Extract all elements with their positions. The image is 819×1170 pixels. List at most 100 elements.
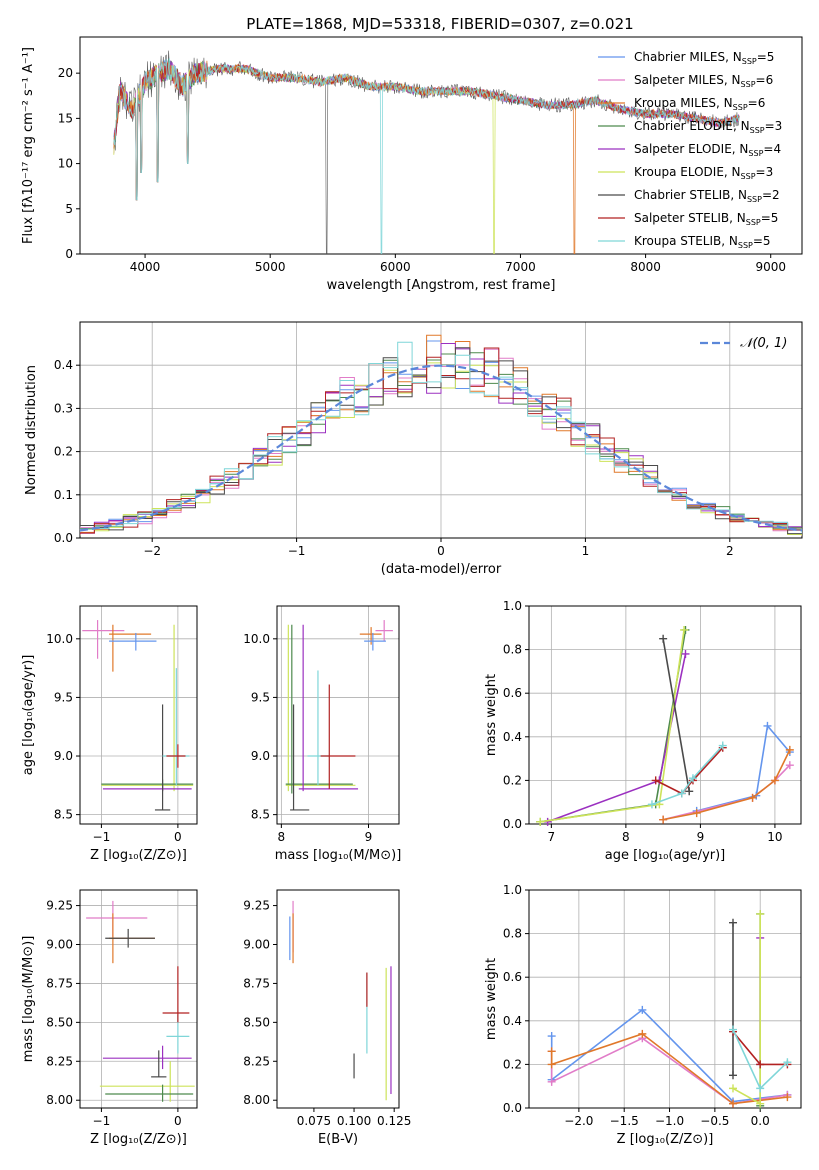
mass-weight-marker: [647, 800, 656, 809]
mass-weight-marker: [692, 809, 701, 818]
errorbar-point: [375, 620, 393, 642]
y-tick-label: 8.00: [46, 1093, 73, 1107]
mass-weight-marker: [659, 634, 668, 643]
ticks: 7 8 9 10 0.0 0.2 0.4 0.6 0.8 1.0: [503, 599, 783, 844]
x-axis-label: Z [log₁₀(Z/Z⊙)]: [617, 1132, 714, 1147]
mass-weight-marker: [783, 1058, 792, 1067]
legend-label: Salpeter ELODIE, NSSP=4: [634, 142, 781, 158]
mass-weight-marker: [638, 1029, 647, 1038]
x-tick-label: 0.0: [751, 1114, 770, 1128]
x-tick-label: 4000: [130, 260, 161, 274]
x-axis-label: mass [log₁₀(M/M⊙)]: [275, 848, 402, 863]
panel-age-vs-metallicity: −1 0 8.5 9.0 9.5 10.0 Z [log₁₀(Z/Z⊙)] age [log₁…: [21, 605, 198, 863]
y-axis-label: age [log₁₀(age/yr)]: [21, 655, 36, 776]
x-axis-label: age [log₁₀(age/yr)]: [605, 848, 726, 863]
y-tick-label: 15: [58, 111, 73, 125]
y-tick-label: 9.25: [243, 899, 270, 913]
y-tick-label: 0.6: [503, 686, 522, 700]
axes-frame: [528, 889, 802, 1109]
mass-weight-marker: [718, 741, 727, 750]
y-tick-label: 1.0: [503, 599, 522, 613]
y-tick-label: 9.00: [243, 938, 270, 952]
x-tick-label: 8000: [630, 260, 661, 274]
ticks: 8 9 8.5 9.0 9.5 10.0: [243, 632, 372, 844]
errorbar-point: [154, 704, 171, 811]
mass-weight-marker: [756, 1099, 765, 1108]
x-tick-label: −2: [143, 544, 161, 558]
mass-weight-marker: [748, 793, 757, 802]
panel-mass-vs-metallicity: −1 0 8.00 8.25 8.50 8.75 9.00 9.25 Z [log₁₀(Z/Z⊙…: [21, 889, 198, 1147]
residual-histogram: [80, 341, 802, 534]
x-tick-label: 6000: [380, 260, 411, 274]
y-tick-label: 0.0: [503, 1101, 522, 1115]
y-tick-label: 0.4: [54, 358, 73, 372]
axes-frame: [276, 889, 400, 1109]
errorbar-point: [105, 928, 155, 948]
y-tick-label: 0.0: [54, 531, 73, 545]
y-tick-label: 0.1: [54, 488, 73, 502]
x-tick-label: −1.5: [610, 1114, 639, 1128]
legend-label: 𝒩(0, 1): [740, 336, 787, 351]
mass-weight-marker: [756, 1060, 765, 1069]
x-axis-label: Z [log₁₀(Z/Z⊙)]: [90, 1132, 187, 1147]
mass-weight-marker: [677, 789, 686, 798]
x-axis-label: (data-model)/error: [381, 562, 502, 577]
x-tick-label: 0.075: [297, 1114, 331, 1128]
y-tick-label: 20: [58, 66, 73, 80]
y-tick-label: 0.2: [503, 773, 522, 787]
y-tick-label: 1.0: [503, 883, 522, 897]
mass-weight-marker: [638, 1005, 647, 1014]
ticks: 0.075 0.100 0.125 8.00 8.25 8.50 8.75 9.00 9.25: [243, 899, 411, 1128]
legend-label: Salpeter STELIB, NSSP=5: [634, 211, 778, 227]
y-tick-label: 8.50: [243, 1015, 270, 1029]
y-axis-label: Flux [fλ10⁻¹⁷ erg cm⁻² s⁻¹ A⁻¹]: [21, 47, 36, 244]
mass-weight-marker: [685, 787, 694, 796]
y-tick-label: 10.0: [243, 632, 270, 646]
legend: 𝒩(0, 1): [700, 336, 787, 351]
y-tick-label: 0: [65, 247, 73, 261]
mass-weight-line: [540, 629, 685, 823]
panel-mass-weight-vs-age: 7 8 9 10 0.0 0.2 0.4 0.6 0.8 1.0 age [log₁₀(age/yr…: [484, 599, 802, 863]
errorbar-point: [290, 704, 310, 811]
y-tick-label: 10: [58, 157, 73, 171]
axes-frame: [528, 605, 802, 825]
x-tick-label: 0: [174, 1114, 182, 1128]
y-tick-label: 8.50: [46, 1015, 73, 1029]
x-axis-label: E(B-V): [318, 1132, 358, 1147]
panel-age-vs-mass: 8 9 8.5 9.0 9.5 10.0 mass [log₁₀(M/M⊙)]: [243, 605, 402, 863]
grid-lines: [80, 890, 197, 1108]
errorbar-point: [102, 1045, 192, 1070]
errorbar-point: [162, 966, 190, 1023]
errorbar-point: [151, 1050, 167, 1078]
errorbar-point: [102, 785, 192, 792]
x-tick-label: −1: [93, 1114, 111, 1128]
mass-weight-marker: [729, 1071, 737, 1080]
x-tick-label: −0.5: [700, 1114, 729, 1128]
ticks: −2.0 −1.5 −1.0 −0.5 0.0 0.0 0.2 0.4 0.6 0.8 1.0: [503, 883, 770, 1128]
axes-frame: [79, 36, 803, 255]
mass-weight-marker: [651, 776, 660, 785]
errorbar-point: [86, 900, 148, 937]
mass-weight-line: [547, 653, 687, 823]
mass-weight-marker: [783, 1093, 792, 1102]
mass-weight-marker: [547, 1077, 556, 1086]
legend-label: Chabrier MILES, NSSP=5: [634, 50, 774, 66]
panel-residuals: −2 −1 0 1 2 0.0 0.1 0.2 0.3 0.4 (data-model)/error…: [24, 321, 803, 577]
errorbar-point: [359, 627, 382, 645]
legend-label: Kroupa ELODIE, NSSP=3: [634, 165, 773, 181]
mass-weight-line: [651, 744, 724, 806]
x-tick-label: 8: [278, 830, 286, 844]
errorbar-point: [162, 668, 190, 786]
mass-weight-marker: [770, 776, 779, 785]
mass-weight-marker: [756, 1084, 765, 1093]
x-tick-label: 0: [174, 830, 182, 844]
y-tick-label: 0.8: [503, 927, 522, 941]
ticks: −2 −1 0 1 2 0.0 0.1 0.2 0.3 0.4: [54, 358, 734, 558]
errorbar-point: [109, 624, 152, 672]
mass-weight-line: [540, 629, 687, 823]
y-tick-label: 0.2: [54, 445, 73, 459]
y-tick-label: 0.4: [503, 1014, 522, 1028]
mass-weight-line: [732, 914, 761, 1105]
mass-weight-marker: [729, 1084, 737, 1093]
